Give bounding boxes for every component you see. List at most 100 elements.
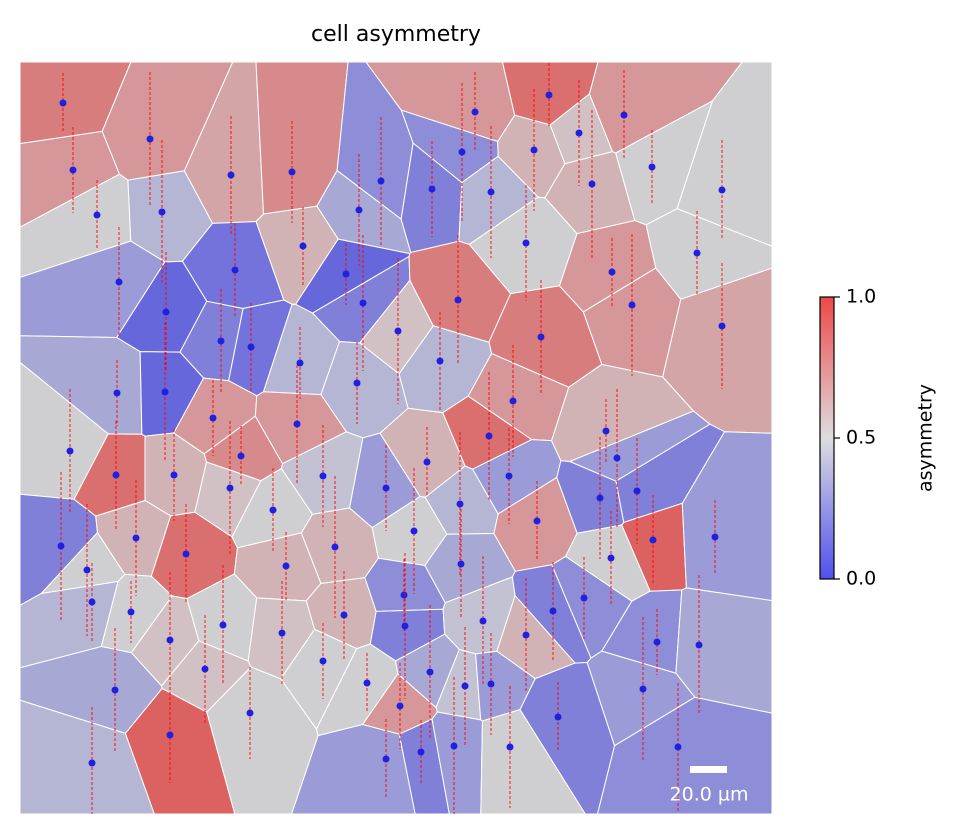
centroid [132,534,140,542]
centroid [456,500,464,508]
centroid [201,665,209,673]
centroid [596,494,604,502]
centroid [382,484,390,492]
scale-bar-label: 20.0 µm [670,784,749,806]
colorbar-tick-label: 1.0 [846,286,876,308]
centroid [711,533,719,541]
centroid [382,755,390,763]
centroid [394,327,402,335]
cell [480,709,586,814]
centroid [628,301,636,309]
centroid [648,163,656,171]
centroid [363,679,371,687]
colorbar [819,296,835,580]
centroid [423,458,431,466]
cell [596,696,772,814]
centroid [509,397,517,405]
centroid [479,617,487,625]
centroid [608,268,616,276]
centroid [247,343,255,351]
centroid [359,299,367,307]
centroid [282,562,290,570]
centroid [485,432,493,440]
centroid [166,636,174,644]
centroid [457,560,465,568]
centroid [161,388,169,396]
centroid [83,566,91,574]
centroid [340,611,348,619]
centroid [227,171,235,179]
centroid [522,631,530,639]
centroid [162,308,170,316]
centroid [458,148,466,156]
centroid [461,682,469,690]
centroid [319,657,327,665]
cell [681,431,772,602]
centroid [226,484,234,492]
centroid [115,278,123,286]
centroid [613,454,621,462]
centroid [436,357,444,365]
centroid [649,536,657,544]
centroid [57,542,65,550]
centroid [530,146,538,154]
centroid [620,111,628,119]
centroid [113,389,121,397]
centroid [209,414,217,422]
centroid [426,668,434,676]
centroid [269,506,277,514]
centroid [377,177,385,185]
colorbar-tick-label: 0.0 [846,568,876,590]
colorbar-axis: 0.0 0.5 1.0 [834,286,876,590]
centroid [401,622,409,630]
centroid [505,472,513,480]
centroid [396,702,404,710]
centroid [355,206,363,214]
centroid [246,709,254,717]
centroid [69,166,77,174]
centroid [693,249,701,257]
centroid [146,135,154,143]
centroid [607,554,615,562]
centroid [450,742,458,750]
centroid [602,427,610,435]
centroid [400,591,408,599]
centroid [342,270,350,278]
centroid [166,731,174,739]
centroid [93,211,101,219]
centroid [66,447,74,455]
centroid [588,180,596,188]
centroid [170,471,178,479]
centroid [633,487,641,495]
centroid [288,168,296,176]
centroid [549,607,557,615]
centroid [127,608,135,616]
centroid [580,594,588,602]
centroid [653,638,661,646]
centroid [182,550,190,558]
centroid [112,471,120,479]
centroid [554,713,562,721]
centroid [471,108,479,116]
centroid [674,743,682,751]
centroid [522,239,530,247]
centroid [293,420,301,428]
centroid [410,527,418,535]
centroid [718,322,726,330]
centroid [88,759,96,767]
centroid [639,685,647,693]
centroid [417,748,425,756]
chart-title: cell asymmetry [311,22,481,47]
centroid [695,641,703,649]
centroid [237,452,245,460]
centroid [219,621,227,629]
colorbar-label: asymmetry [915,384,937,492]
colorbar-tick-label: 0.5 [846,427,876,449]
centroid [278,629,286,637]
centroid [296,359,304,367]
centroid [59,99,67,107]
centroid [158,208,166,216]
centroid [506,743,514,751]
